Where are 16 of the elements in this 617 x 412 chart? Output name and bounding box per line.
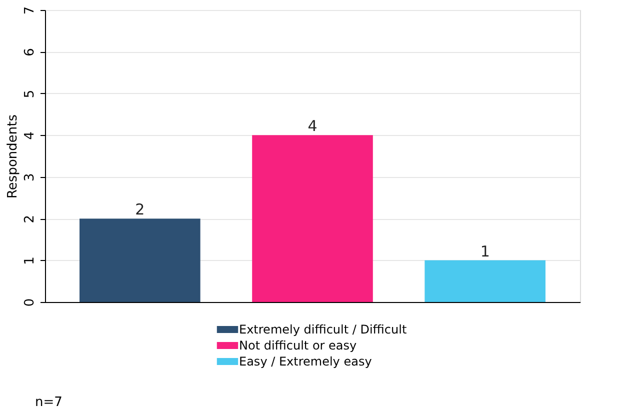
legend-label: Extremely difficult / Difficult bbox=[239, 322, 407, 336]
y-tick-label: 0 bbox=[22, 298, 38, 307]
y-tick-label: 4 bbox=[22, 132, 38, 140]
y-tick-label: 1 bbox=[22, 256, 38, 265]
data-label: 4 bbox=[308, 117, 318, 136]
y-tick-label: 6 bbox=[22, 48, 38, 56]
legend-label: Easy / Extremely easy bbox=[239, 354, 372, 368]
y-tick-label: 5 bbox=[22, 90, 38, 98]
y-tick-label: 3 bbox=[22, 173, 38, 182]
y-axis-title: Respondents bbox=[6, 114, 20, 199]
y-tick-label: 2 bbox=[22, 214, 38, 224]
data-label: 1 bbox=[480, 242, 490, 260]
legend-label: Not difficult or easy bbox=[239, 338, 357, 352]
y-tick-label: 7 bbox=[22, 6, 38, 15]
text: n=7 bbox=[35, 395, 62, 410]
data-label: 2 bbox=[135, 200, 145, 219]
